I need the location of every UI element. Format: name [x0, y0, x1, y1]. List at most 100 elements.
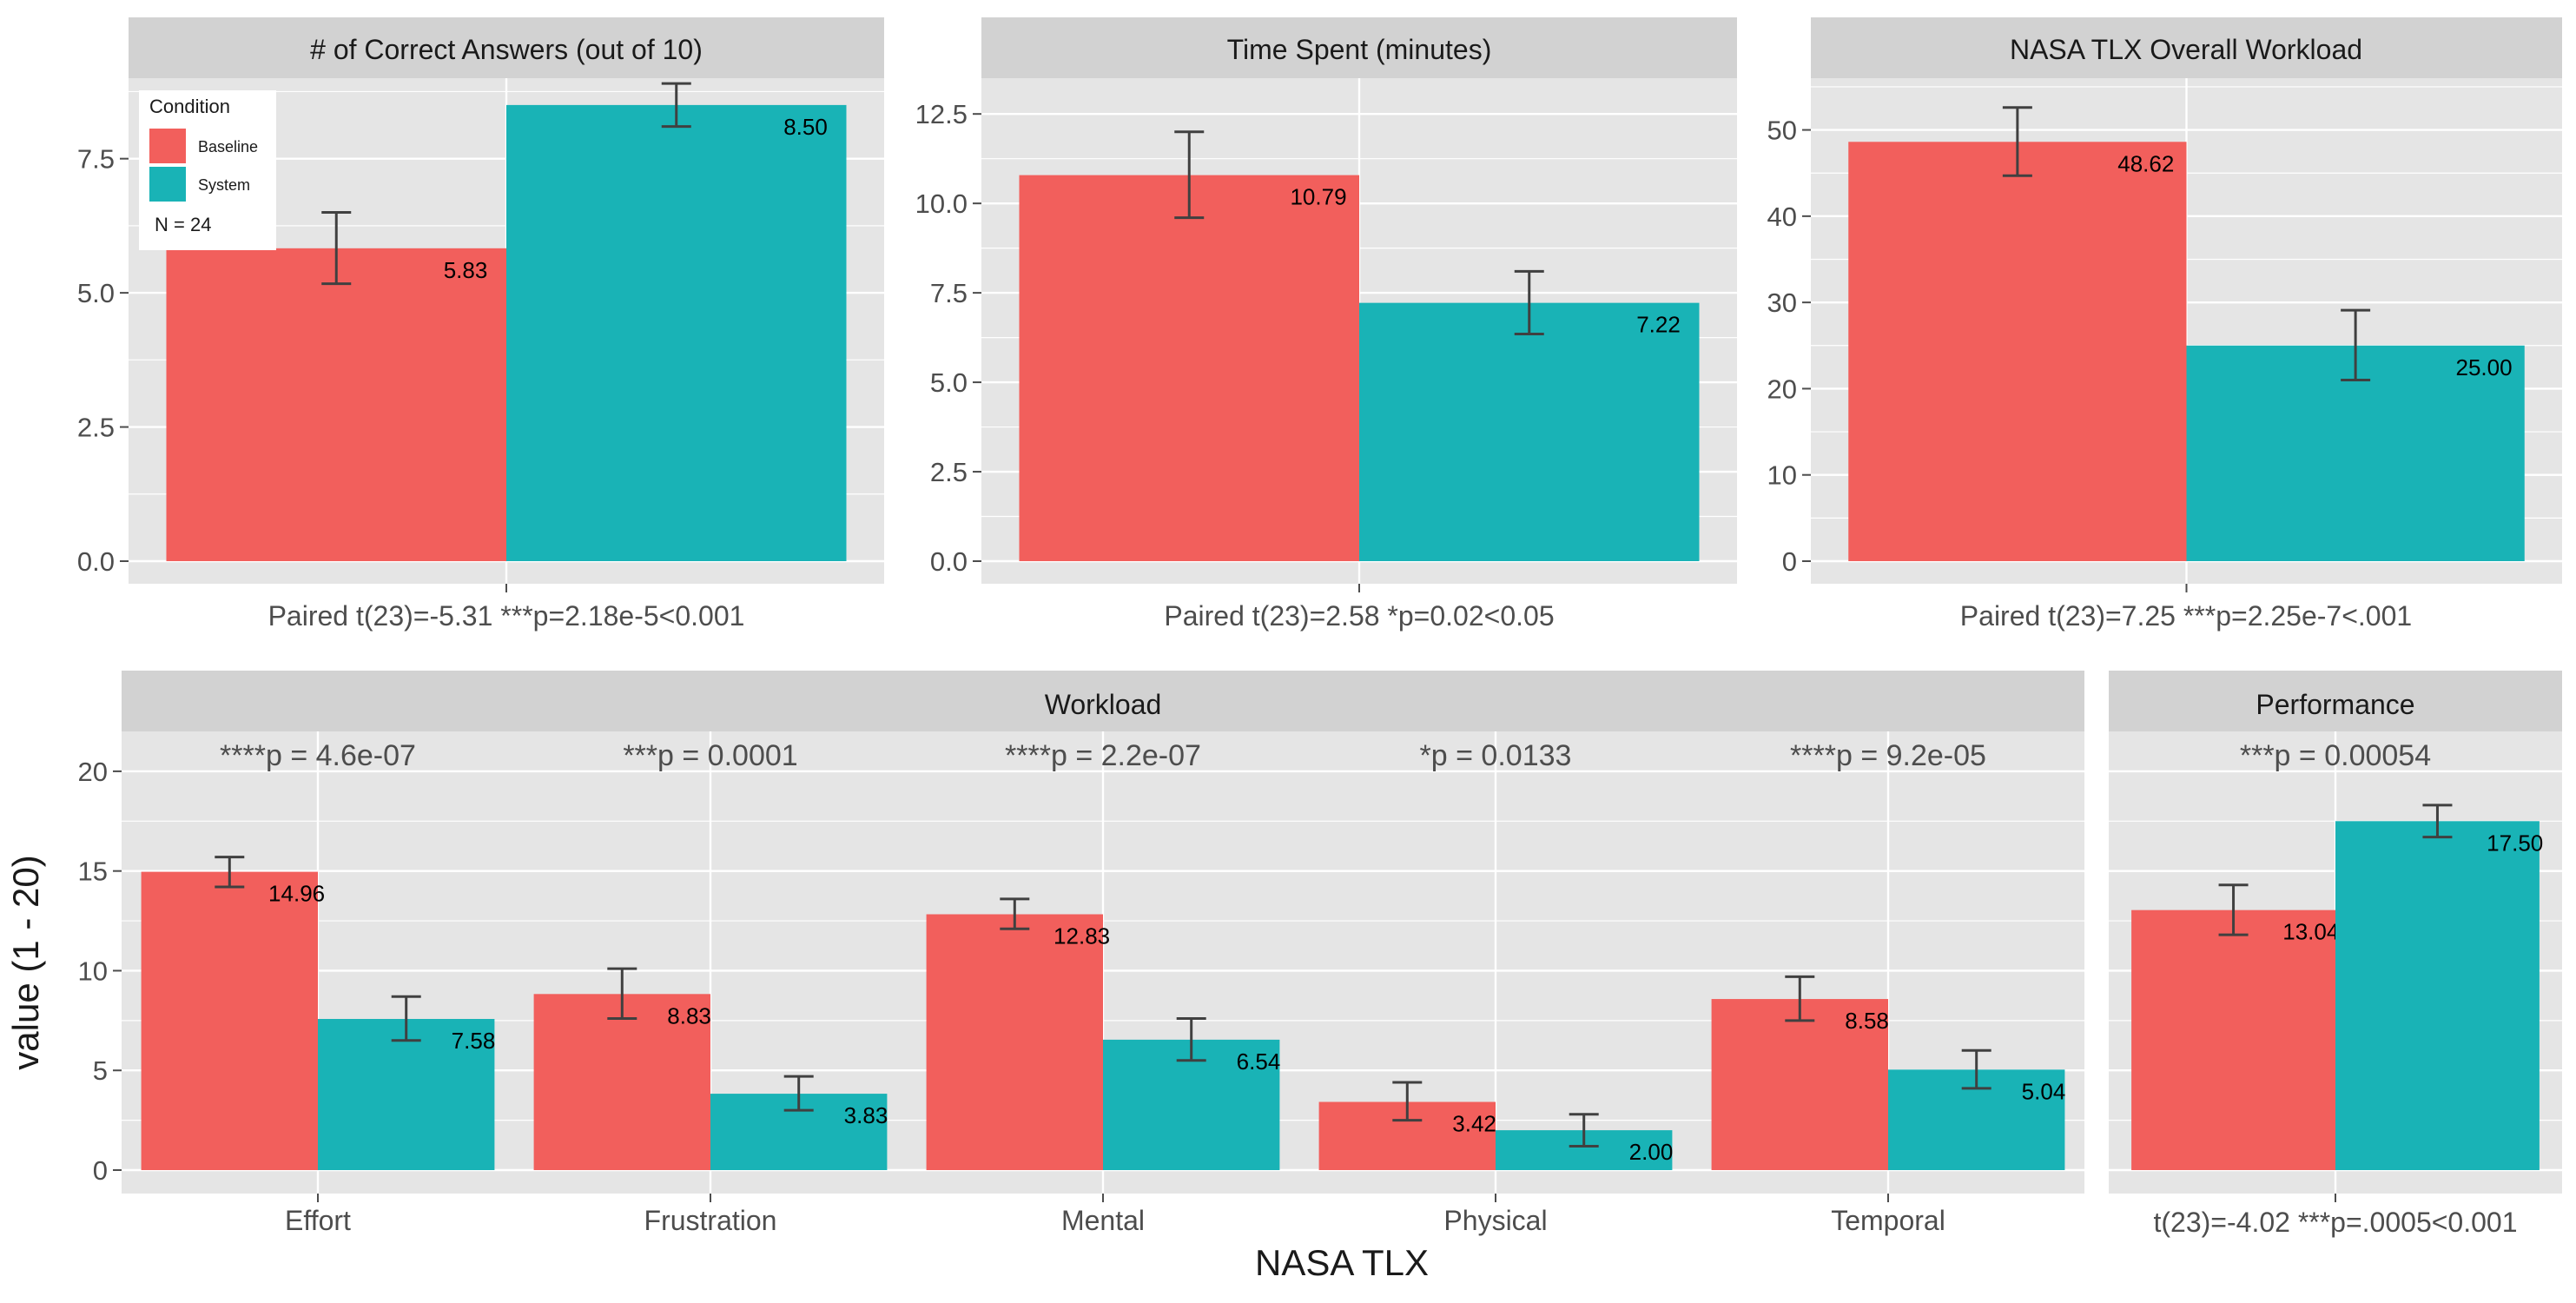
- y-tick-label: 0.0: [77, 546, 115, 577]
- legend-note: N = 24: [155, 214, 211, 235]
- legend-label-baseline: Baseline: [198, 138, 258, 155]
- stat-caption: Paired t(23)=-5.31 ***p=2.18e-5<0.001: [268, 600, 745, 632]
- legend-key-baseline: [149, 129, 186, 163]
- y-tick-label: 30: [1767, 288, 1797, 318]
- stat-caption: t(23)=-4.02 ***p=.0005<0.001: [2154, 1207, 2518, 1238]
- y-tick-label: 5.0: [77, 278, 115, 308]
- legend-title: Condition: [149, 96, 230, 117]
- y-tick-label: 12.5: [915, 99, 968, 129]
- y-tick-label: 10: [78, 956, 108, 986]
- x-tick-label: Temporal: [1831, 1205, 1945, 1236]
- bars: 10.79 7.22: [1019, 130, 1700, 592]
- y-tick-label: 10: [1767, 460, 1797, 491]
- data-label: 3.83: [844, 1102, 888, 1128]
- y-tick-label: 2.5: [930, 457, 968, 487]
- legend: Condition Baseline System N = 24: [139, 90, 276, 250]
- bars: 13.04 17.50 ***p = 0.00054: [2131, 739, 2543, 1202]
- data-label: 17.50: [2487, 830, 2543, 856]
- panel-title: Workload: [1045, 689, 1162, 720]
- significance-annotation: *p = 0.0133: [1420, 739, 1572, 772]
- y-tick-label: 7.5: [930, 278, 968, 308]
- stat-caption: Paired t(23)=2.58 *p=0.02<0.05: [1164, 600, 1554, 632]
- panel-strip: [122, 671, 2084, 731]
- data-label: 10.79: [1290, 184, 1346, 210]
- panel-strip: [2109, 671, 2562, 731]
- bars: 14.96 7.58 ****p = 4.6e-07 8.83 3.83 ***p = 0…: [141, 739, 2066, 1202]
- y-tick-label: 5.0: [930, 367, 968, 398]
- y-ticks: 0 10 20 30 40 50: [1767, 116, 1811, 577]
- y-tick-label: 40: [1767, 202, 1797, 232]
- y-tick-label: 5: [93, 1055, 108, 1086]
- bars: 48.62 25.00: [1848, 106, 2525, 592]
- y-ticks: 0.0 2.5 5.0 7.5 10.0 12.5: [915, 99, 981, 577]
- panel-performance: Performance 13.04 17.50 ***p = 0.00054 t(2…: [2109, 671, 2562, 1238]
- bar-baseline: [141, 871, 318, 1170]
- panel-time-spent: Time Spent (minutes) 0.0 2.5 5.0 7.5 10.0 12.…: [915, 17, 1737, 632]
- data-label: 7.58: [452, 1028, 496, 1054]
- panel-title: Performance: [2256, 689, 2414, 720]
- panel-workload: Workload 0 5 10 15 20 14.96 7.58 ****p = 4.6e-…: [78, 671, 2084, 1236]
- x-tick-label: Frustration: [644, 1205, 777, 1236]
- data-label: 5.83: [444, 257, 488, 283]
- data-label: 7.22: [1636, 312, 1681, 338]
- data-label: 8.83: [667, 1002, 711, 1029]
- data-label: 5.04: [2022, 1078, 2066, 1104]
- x-tick-label: Mental: [1061, 1205, 1145, 1236]
- y-tick-label: 50: [1767, 116, 1797, 146]
- panel-strip: [129, 17, 884, 78]
- data-label: 14.96: [268, 881, 325, 907]
- legend-label-system: System: [198, 176, 250, 194]
- panel-title: Time Spent (minutes): [1227, 34, 1492, 65]
- data-label: 13.04: [2282, 919, 2339, 945]
- y-tick-label: 20: [78, 757, 108, 787]
- y-axis-title: value (1 - 20): [5, 855, 46, 1069]
- x-ticks: Effort Frustration Mental Physical Temporal: [285, 1205, 1945, 1236]
- panel-title: # of Correct Answers (out of 10): [310, 34, 703, 65]
- data-label: 6.54: [1237, 1048, 1281, 1075]
- data-label: 48.62: [2117, 150, 2174, 176]
- bar-baseline: [1019, 175, 1359, 561]
- bar-baseline: [926, 914, 1103, 1170]
- panel-strip: [1811, 17, 2562, 78]
- y-ticks: 0.0 2.5 5.0 7.5: [77, 144, 129, 577]
- bar-baseline: [1711, 999, 1888, 1170]
- panel-correct-answers: # of Correct Answers (out of 10) 0.0 2.5 5…: [77, 17, 884, 632]
- panel-tlx-overall: NASA TLX Overall Workload 0 10 20 30 40 50 48…: [1767, 17, 2562, 632]
- data-label: 2.00: [1629, 1139, 1674, 1165]
- bar-system: [1359, 302, 1700, 561]
- y-ticks: 0 5 10 15 20: [78, 757, 122, 1186]
- bar-system: [2335, 821, 2540, 1170]
- bars: 5.83 8.50: [166, 82, 847, 592]
- significance-annotation: ****p = 4.6e-07: [220, 739, 416, 772]
- bar-baseline: [2131, 909, 2335, 1170]
- bar-system: [318, 1019, 495, 1170]
- stat-caption: Paired t(23)=7.25 ***p=2.25e-7<.001: [1960, 600, 2412, 632]
- significance-annotation: ****p = 2.2e-07: [1005, 739, 1201, 772]
- y-tick-label: 0.0: [930, 546, 968, 577]
- panel-strip: [981, 17, 1737, 78]
- data-label: 25.00: [2456, 354, 2513, 380]
- data-label: 3.42: [1452, 1110, 1496, 1136]
- y-tick-label: 15: [78, 857, 108, 887]
- significance-annotation: ****p = 9.2e-05: [1790, 739, 1986, 772]
- y-tick-label: 10.0: [915, 189, 968, 219]
- y-tick-label: 0: [1782, 546, 1797, 577]
- x-axis-title: NASA TLX: [1255, 1242, 1429, 1283]
- y-tick-label: 20: [1767, 374, 1797, 404]
- bar-system: [2186, 345, 2525, 561]
- bar-baseline: [166, 248, 506, 561]
- significance-annotation: ***p = 0.0001: [623, 739, 797, 772]
- data-label: 12.83: [1054, 923, 1110, 949]
- legend-key-system: [149, 167, 186, 202]
- x-tick-label: Physical: [1443, 1205, 1547, 1236]
- data-label: 8.50: [783, 114, 828, 140]
- bar-baseline: [533, 994, 710, 1170]
- bar-baseline: [1848, 142, 2187, 561]
- y-tick-label: 7.5: [77, 144, 115, 175]
- significance-annotation: ***p = 0.00054: [2240, 739, 2431, 772]
- x-tick-label: Effort: [285, 1205, 351, 1236]
- bar-system: [506, 104, 847, 561]
- y-tick-label: 0: [93, 1155, 108, 1186]
- data-label: 8.58: [1845, 1008, 1889, 1034]
